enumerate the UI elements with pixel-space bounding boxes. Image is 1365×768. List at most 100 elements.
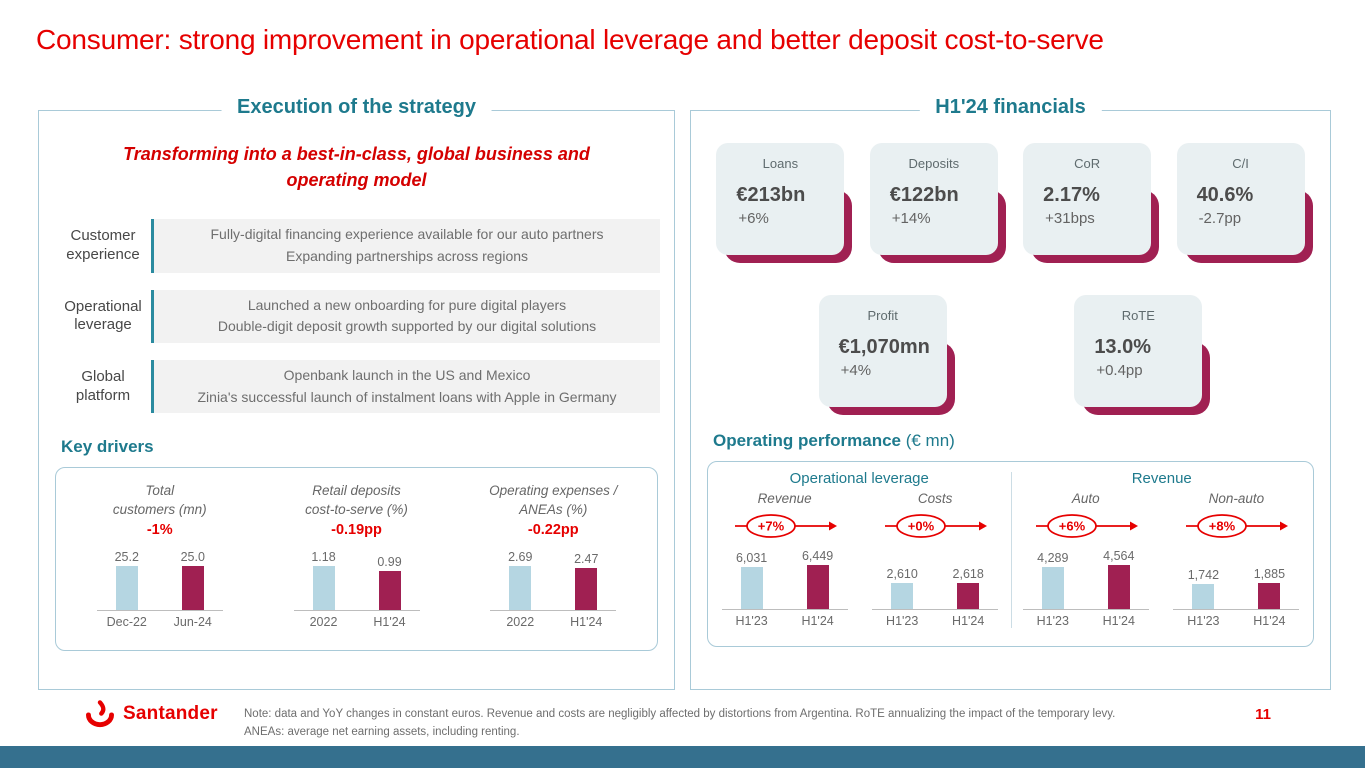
kpi-grid: Loans €213bn +6% Deposits €122bn +14% Co… [691,143,1330,415]
row-text-line: Fully-digital financing experience avail… [210,226,604,243]
bar [1258,583,1281,609]
kpi-value: 2.17% [1043,184,1100,206]
strategy-rows: Customer experience Fully-digital financ… [55,219,660,414]
bar-group: 6,031 [726,551,778,609]
operating-performance-heading: Operating performance (€ mn) [713,431,1330,451]
bar-group: 2,618 [942,567,994,609]
row-text: Fully-digital financing experience avail… [154,219,660,273]
bar [1192,584,1215,609]
kpi-value: €213bn [736,184,806,206]
chart-categories: 2022 H1'24 [494,615,612,629]
category-label: 2022 [309,615,338,630]
category-label: Jun-24 [173,615,212,630]
strategy-row-customer-experience: Customer experience Fully-digital financ… [55,219,660,273]
kpi-label: Profit [867,308,898,323]
category-label: H1'24 [1253,614,1286,628]
bar [312,566,335,611]
chart-delta-label: -0.22pp [527,522,579,539]
chart-subtitle: Auto [1071,491,1100,506]
bar-value-label: 2,618 [952,567,984,581]
bar-group: 2,610 [876,567,928,609]
bar-value-label: 6,031 [735,551,768,565]
chart-baseline [1173,609,1300,610]
operating-performance-heading-bold: Operating performance [713,431,901,450]
chart-delta-badge: +6% [1032,512,1140,541]
santander-logo: Santander [84,700,218,728]
category-label: H1'24 [801,614,834,628]
chart-revenue: Revenue +7% 6,031 6,449 H1'23 H1'24 [711,491,859,628]
chart-cost-to-serve: Retail deposits cost-to-serve (%) -0.19pp 1… [264,482,450,650]
bar-value-label: 6,449 [801,549,834,563]
slide-title: Consumer: strong improvement in operatio… [36,24,1104,55]
category-label: H1'23 [1187,614,1220,628]
kpi-delta: +14% [891,210,931,227]
chart-delta-label: -0.19pp [331,522,382,539]
row-text-line: Expanding partnerships across regions [285,247,529,264]
execution-panel-heading: Execution of the strategy [221,96,492,119]
chart-baseline [721,609,848,610]
chart-title: Operating expenses / ANEAs (%) [489,483,618,517]
execution-strategy-panel: Execution of the strategy Transforming i… [38,96,675,690]
chart-plot: 1,742 1,885 [1177,545,1295,609]
bar [740,567,763,609]
kpi-label: C/I [1232,156,1249,171]
bar-group: 1,742 [1177,568,1229,609]
footnote-line: ANEAs: average net earning assets, inclu… [244,725,520,738]
chart-subtitle: Revenue [757,491,812,506]
santander-flame-icon [86,700,114,728]
kpi-value: 13.0% [1094,336,1152,358]
chart-subtitle: Costs [917,491,953,506]
operating-performance-box: Operational leverage Revenue Revenue +7% 6… [707,461,1314,647]
strategy-row-global-platform: Global platform Openbank launch in the U… [55,359,660,414]
chart-non-auto: Non-auto +8% 1,742 1,885 H1'23 H1'24 [1162,491,1310,628]
category-label: H1'24 [952,614,985,628]
group-label-revenue: Revenue [1131,470,1192,487]
bar-group: 25.2 [101,550,153,611]
category-label: Dec-22 [106,615,147,630]
brand-wordmark: Santander [123,703,218,724]
chart-delta-badge: +7% [731,512,839,541]
bar-value-label: 0.99 [377,555,402,570]
bar [378,571,401,611]
row-divider [151,359,154,414]
chart-categories: H1'23 H1'24 [1177,614,1295,628]
category-label: H1'24 [570,615,603,630]
chart-opex-aneas: Operating expenses / ANEAs (%) -0.22pp 2.69… [460,482,646,650]
chart-categories: H1'23 H1'24 [876,614,994,628]
row-text-line: Openbank launch in the US and Mexico [283,366,531,383]
chart-categories: H1'23 H1'24 [1027,614,1145,628]
kpi-label: Loans [762,156,799,171]
bar-value-label: 25.2 [114,550,139,565]
bar-value-label: 25.0 [180,550,205,565]
bar-group: 6,449 [792,549,844,609]
chart-group-labels: Operational leverage Revenue [708,470,1313,487]
key-drivers-box: Total customers (mn) -1% 25.2 25.0 Dec-22 Jun-… [55,467,658,652]
row-text-line: Double-digit deposit growth supported by… [217,318,597,335]
bar-group: 25.0 [167,550,219,611]
kpi-card-deposits: Deposits €122bn +14% [869,143,1006,263]
chart-auto: Auto +6% 4,289 4,564 H1'23 H1'24 [1012,491,1160,628]
category-label: H1'23 [1036,614,1069,628]
bottom-accent-bar [0,746,1365,768]
chart-baseline [96,610,223,612]
chart-categories: H1'23 H1'24 [726,614,844,628]
kpi-label: Deposits [908,156,960,171]
kpi-card-body: C/I 40.6% -2.7pp [1176,143,1305,255]
svg-text:+7%: +7% [757,519,784,534]
row-text: Openbank launch in the US and Mexico Zin… [154,359,660,414]
bar-group: 0.99 [364,555,416,611]
kpi-card-loans: Loans €213bn +6% [716,143,853,263]
row-label: Customer experience [66,227,140,263]
chart-plot: 1.18 0.99 [298,546,416,611]
bar [509,566,532,611]
kpi-card-body: CoR 2.17% +31bps [1023,143,1152,255]
financials-panel-heading: H1'24 financials [919,96,1102,119]
row-label: Operational leverage [64,297,142,334]
strategy-row-operational-leverage: Operational leverage Launched a new onbo… [55,289,660,343]
bar [1041,567,1064,609]
kpi-card-rote: RoTE 13.0% +0.4pp [1074,295,1211,415]
chart-delta-badge: +8% [1182,512,1290,541]
row-text: Launched a new onboarding for pure digit… [154,289,660,343]
footnote: Note: data and YoY changes in constant e… [244,706,1194,742]
kpi-label: RoTE [1121,308,1155,323]
